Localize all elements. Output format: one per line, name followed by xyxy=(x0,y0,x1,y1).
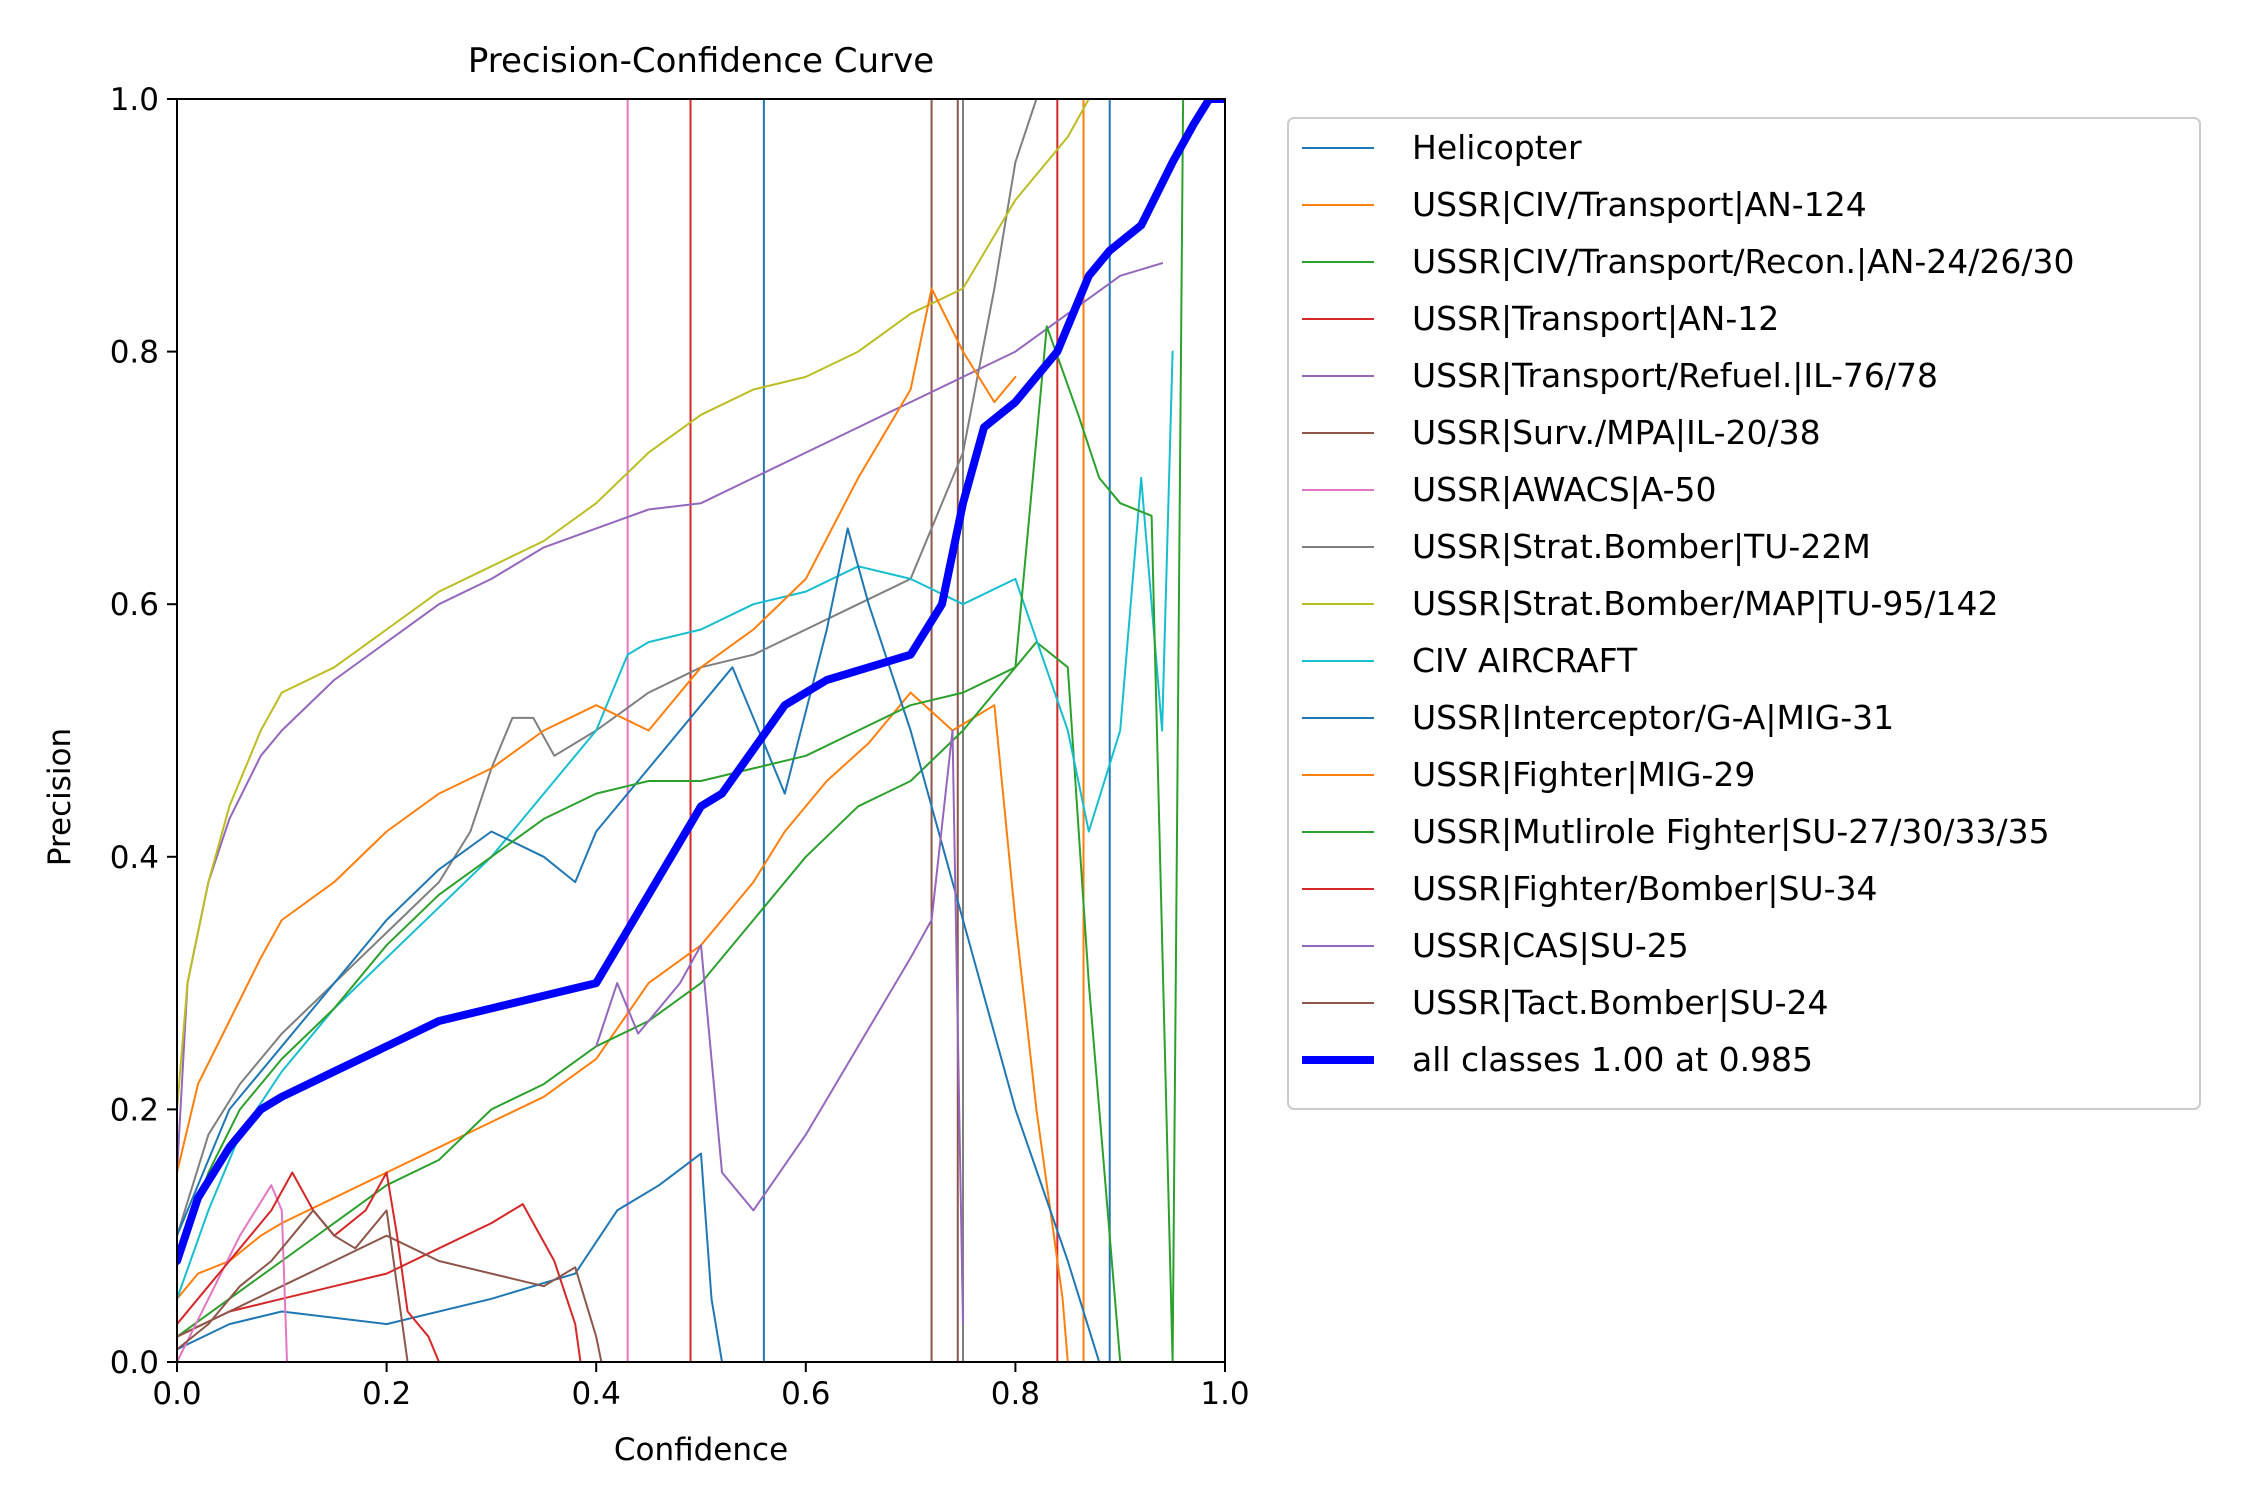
legend-label-13: USSR|Fighter/Bomber|SU-34 xyxy=(1412,869,1878,908)
legend-label-16: all classes 1.00 at 0.985 xyxy=(1412,1040,1813,1079)
legend-label-10: USSR|Interceptor/G-A|MIG-31 xyxy=(1412,698,1894,737)
legend-label-5: USSR|Surv./MPA|IL-20/38 xyxy=(1412,413,1821,452)
y-axis: 0.0 0.2 0.4 0.6 0.8 1.0 xyxy=(110,82,177,1381)
y-tick-label-3: 0.6 xyxy=(110,587,159,623)
series-line-4 xyxy=(177,262,1164,1174)
series-line-11 xyxy=(177,287,1017,1174)
x-tick-label-4: 0.8 xyxy=(991,1376,1040,1412)
series-line-15 xyxy=(177,1209,409,1362)
legend-label-15: USSR|Tact.Bomber|SU-24 xyxy=(1412,983,1829,1022)
y-tick-label-2: 0.4 xyxy=(110,840,159,876)
legend-label-2: USSR|CIV/Transport/Recon.|AN-24/26/30 xyxy=(1412,242,2075,281)
plot-frame xyxy=(176,98,1226,1363)
series-line-3 xyxy=(177,1203,582,1362)
legend-label-9: CIV AIRCRAFT xyxy=(1412,641,1638,680)
legend-label-3: USSR|Transport|AN-12 xyxy=(1412,299,1779,338)
legend-label-1: USSR|CIV/Transport|AN-124 xyxy=(1412,185,1867,224)
y-tick-label-0: 0.0 xyxy=(110,1345,159,1381)
x-tick-label-1: 0.2 xyxy=(362,1376,411,1412)
legend-label-0: Helicopter xyxy=(1412,128,1582,167)
series-line-10 xyxy=(177,527,1101,1362)
chart-title: Precision-Confidence Curve xyxy=(468,41,934,81)
series-line-12 xyxy=(177,99,1185,1362)
legend: Helicopter USSR|CIV/Transport|AN-124 USSR|… xyxy=(1287,117,2201,1110)
y-tick-label-1: 0.2 xyxy=(110,1092,159,1128)
x-tick-label-2: 0.4 xyxy=(572,1376,621,1412)
series-line-all-classes xyxy=(177,99,1225,1265)
series-line-7 xyxy=(177,99,1038,1237)
x-tick-label-0: 0.0 xyxy=(152,1376,201,1412)
series-line-1 xyxy=(177,691,1069,1362)
legend-box xyxy=(1287,117,2201,1110)
x-axis-label: Confidence xyxy=(614,1432,788,1468)
series-line-6 xyxy=(177,1184,288,1362)
x-tick-label-5: 1.0 xyxy=(1200,1376,1249,1412)
legend-label-12: USSR|Mutlirole Fighter|SU-27/30/33/35 xyxy=(1412,812,2050,851)
plot-area xyxy=(177,99,1225,1362)
series-line-14 xyxy=(595,729,964,1326)
x-tick-label-3: 0.6 xyxy=(781,1376,830,1412)
legend-label-11: USSR|Fighter|MIG-29 xyxy=(1412,755,1755,794)
series-line-9 xyxy=(177,350,1174,1300)
series-line-0 xyxy=(177,1152,723,1362)
series-line-2 xyxy=(177,641,1122,1362)
legend-label-8: USSR|Strat.Bomber/MAP|TU-95/142 xyxy=(1412,584,1999,623)
y-axis-label: Precision xyxy=(42,728,78,866)
legend-label-4: USSR|Transport/Refuel.|IL-76/78 xyxy=(1412,356,1938,395)
legend-label-6: USSR|AWACS|A-50 xyxy=(1412,470,1717,509)
series-line-8 xyxy=(177,99,1090,1111)
y-tick-label-5: 1.0 xyxy=(110,82,159,118)
y-tick-label-4: 0.8 xyxy=(110,335,159,371)
x-axis: 0.0 0.2 0.4 0.6 0.8 1.0 xyxy=(152,1362,1250,1412)
legend-label-14: USSR|CAS|SU-25 xyxy=(1412,926,1689,965)
legend-label-7: USSR|Strat.Bomber|TU-22M xyxy=(1412,527,1871,566)
series-line-5 xyxy=(177,1234,603,1362)
